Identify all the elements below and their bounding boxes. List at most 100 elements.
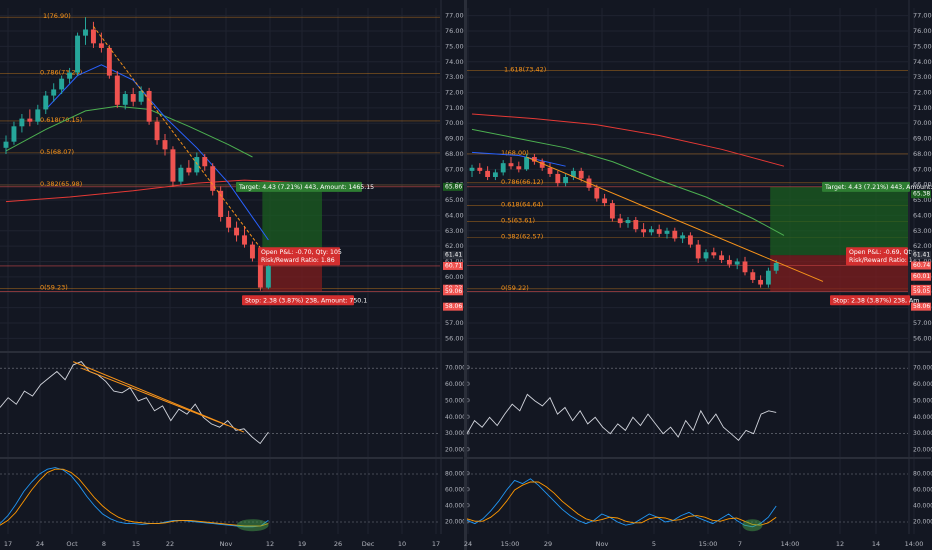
left-trendline[interactable] xyxy=(93,26,269,259)
stoch-tick-label: 80.0000 xyxy=(913,471,932,478)
time-tick-label: 12 xyxy=(836,540,844,548)
stoch-tick-label: 40.0000 xyxy=(913,503,932,510)
price-tick-label: 63.00 xyxy=(445,227,464,235)
time-tick-label: 24 xyxy=(464,540,472,548)
candle-body xyxy=(257,258,263,288)
fib-level-label: 0.5(63.61) xyxy=(501,216,535,224)
left-position-labels: Target: 4.43 (7.21%) 443, Amount: 1465.1… xyxy=(236,181,374,306)
target-label-box xyxy=(236,181,362,192)
candle-body xyxy=(687,235,693,245)
candle-body xyxy=(194,157,200,173)
candle-body xyxy=(146,90,152,122)
rsi-line xyxy=(466,393,777,441)
price-badge-label: 61.41 xyxy=(445,252,462,259)
fib-level-label: 1(68.00) xyxy=(501,149,529,157)
candle-body xyxy=(656,229,662,234)
right-price-axis: 77.00 76.00 75.00 74.00 73.00 72.00 71.00 70.00… xyxy=(911,12,932,342)
stoch-tick-label: 20.0000 xyxy=(913,519,932,526)
price-tick-label: 65.00 xyxy=(445,196,464,204)
price-tick-label: 56.00 xyxy=(445,334,464,342)
fib-level-label: 0.786(66.12) xyxy=(501,178,543,186)
price-tick-label: 77.00 xyxy=(445,12,464,20)
price-tick-label: 75.00 xyxy=(445,42,464,50)
price-badge-label: 58.06 xyxy=(445,303,462,310)
time-tick-label: 7 xyxy=(738,540,742,548)
candle-body xyxy=(210,166,216,191)
price-tick-label: 74.00 xyxy=(913,58,932,66)
target-zone xyxy=(770,186,908,256)
price-badge xyxy=(443,302,463,311)
price-tick-label: 68.00 xyxy=(913,150,932,158)
candle-body xyxy=(27,118,33,122)
price-tick-label: 71.00 xyxy=(445,104,464,112)
price-badge-label: 58.06 xyxy=(913,303,930,310)
candle-body xyxy=(539,161,545,168)
price-tick-label: 61.00 xyxy=(445,258,464,266)
candle-body xyxy=(516,166,522,170)
time-tick-label: 24 xyxy=(36,540,44,548)
time-tick-label: 10 xyxy=(398,540,406,548)
candle-body xyxy=(570,170,576,177)
candle-body xyxy=(114,75,120,105)
oversold-highlight xyxy=(742,519,763,532)
candle-body xyxy=(3,141,9,148)
candle-body xyxy=(672,230,678,239)
candle-body xyxy=(265,266,271,288)
time-tick-label: Oct xyxy=(66,540,78,548)
right-trendline[interactable] xyxy=(526,156,824,282)
candle-body xyxy=(524,157,530,170)
fib-level-label: 0(59.22) xyxy=(501,284,529,292)
time-tick-label: Nov xyxy=(596,540,609,548)
panel-divider[interactable] xyxy=(464,0,467,550)
fib-level-label: 1(76.90) xyxy=(43,12,71,20)
time-tick-label: Nov xyxy=(220,540,233,548)
time-tick-label: 15 xyxy=(132,540,140,548)
stop-label-box xyxy=(242,295,354,306)
price-tick-label: 66.00 xyxy=(913,181,932,189)
target-label-box xyxy=(822,181,910,192)
price-badge xyxy=(443,182,463,191)
candle-body xyxy=(75,35,81,73)
time-tick-label: 29 xyxy=(544,540,552,548)
candle-body xyxy=(242,235,247,245)
price-tick-label: 67.00 xyxy=(445,165,464,173)
right-stoch-pane: 80.0000 60.0000 40.0000 20.0000 xyxy=(466,471,932,532)
trendline xyxy=(93,26,269,259)
price-tick-label: 73.00 xyxy=(913,73,932,81)
stoch-k-line xyxy=(0,467,269,528)
stop-label-text: Stop: 2.38 (3.87%) 238, Amount: 750.1 xyxy=(245,297,367,304)
price-badge xyxy=(443,287,463,296)
candle-body xyxy=(500,163,506,173)
candle-body xyxy=(154,121,160,141)
candle-body xyxy=(485,170,491,177)
candle-body xyxy=(695,244,701,259)
candle-body xyxy=(19,118,25,127)
price-tick-label: 65.00 xyxy=(913,196,932,204)
trendline xyxy=(526,156,824,282)
stoch-tick-label: 60.0000 xyxy=(445,487,470,494)
price-tick-label: 69.00 xyxy=(913,135,932,143)
right-chart-panel: 1.618(73.42) 1(68.00) 0.786(66.12) 0.618(64… xyxy=(464,0,932,548)
price-tick-label: 57.00 xyxy=(913,319,932,327)
stoch-tick-label: 20.0000 xyxy=(445,519,470,526)
price-tick-label: 60.00 xyxy=(445,273,464,281)
price-tick-label: 57.00 xyxy=(445,319,464,327)
candle-body xyxy=(773,263,779,271)
rsi-tick-label: 70.0000 xyxy=(913,365,932,372)
time-tick-label: 17 xyxy=(432,540,440,548)
candle-body xyxy=(602,198,608,204)
price-tick-label: 68.00 xyxy=(445,150,464,158)
price-badge-label: 61.41 xyxy=(913,252,930,259)
time-tick-label: 14:00 xyxy=(905,540,924,548)
candle-body xyxy=(98,43,104,48)
moving-average-red xyxy=(471,113,785,167)
price-tick-label: 64.00 xyxy=(913,211,932,219)
price-badge-label: 65.86 xyxy=(445,183,462,190)
right-grid xyxy=(467,0,931,534)
price-tick-label: 73.00 xyxy=(445,73,464,81)
price-badge xyxy=(443,251,463,260)
rsi-tick-label: 20.0000 xyxy=(913,447,932,454)
price-badge xyxy=(911,287,931,296)
candle-body xyxy=(508,163,514,167)
candle-body xyxy=(594,187,600,199)
